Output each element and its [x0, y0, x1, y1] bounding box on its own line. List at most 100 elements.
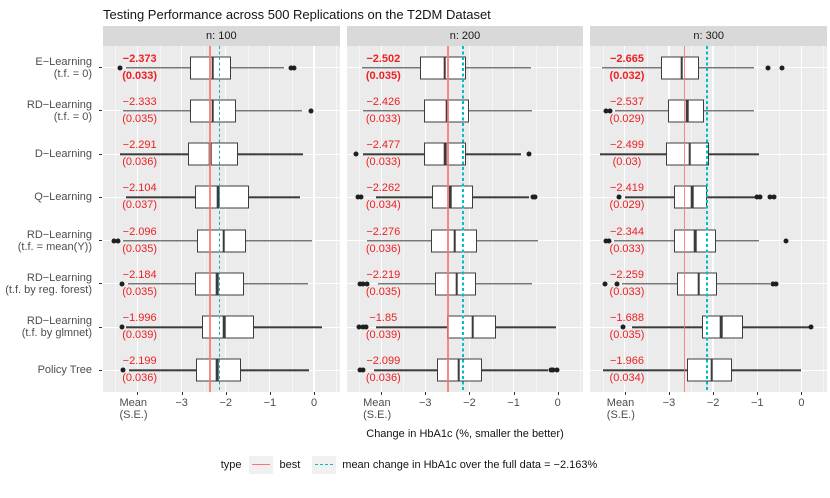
- x-axis-tick-label: −1: [750, 397, 764, 409]
- mean-se-label: −2.333 (0.035): [122, 96, 157, 125]
- minor-gridline: [579, 46, 581, 392]
- legend-title: type: [220, 459, 242, 471]
- mean-value: −2.419: [610, 182, 644, 195]
- se-value: (0.035): [122, 242, 158, 255]
- minor-gridline: [691, 46, 693, 392]
- x-axis-tick-label: −2: [219, 397, 233, 409]
- minor-gridline: [159, 46, 161, 392]
- se-value: (0.036): [365, 242, 401, 255]
- x-axis-ticks: Mean (S.E.) −3 −2 −1 0: [347, 392, 584, 421]
- x-axis-tick-label: 0: [798, 397, 805, 409]
- minor-gridline: [735, 46, 737, 392]
- y-axis-tick: [99, 283, 102, 285]
- x-axis-mean-tick-line: (S.E.): [606, 409, 635, 421]
- outlier-dot: [288, 65, 294, 71]
- x-axis-mean-tick-line: (S.E.): [363, 409, 392, 421]
- facet: n: 300 −2.665 (0.032) −2.537 (0.029) −2.499 (0…: [590, 26, 828, 421]
- major-gridline: [624, 46, 626, 392]
- x-axis-title: Change in HbA1c (%, smaller the better): [366, 428, 564, 440]
- boxplot-median: [688, 142, 691, 166]
- boxplot-box: [196, 229, 247, 253]
- y-axis-tick: [99, 326, 102, 328]
- facet-strip: n: 200: [346, 26, 584, 46]
- y-axis-label: Q−Learning: [34, 191, 92, 203]
- x-axis-ticks: Mean (S.E.) −3 −2 −1 0: [103, 392, 340, 421]
- boxplot-box: [432, 185, 473, 209]
- boxplot-median: [457, 358, 461, 382]
- se-value: (0.029): [609, 199, 645, 212]
- mean-value: −2.219: [366, 268, 401, 281]
- boxplot-median: [694, 229, 697, 253]
- outlier-dot: [353, 151, 358, 157]
- boxplot-box: [665, 142, 709, 166]
- y-axis-tick: [99, 240, 102, 242]
- outlier-dot: [357, 281, 363, 287]
- y-axis-label: RD−Learning (t.f. by reg. forest): [5, 272, 92, 296]
- boxplot-median: [471, 315, 474, 339]
- outlier-dot: [363, 324, 369, 330]
- x-axis-tick-label: −1: [263, 397, 277, 409]
- boxplot-box: [201, 315, 255, 339]
- x-axis-tickmark: [314, 392, 316, 395]
- boxplot-median: [710, 358, 714, 382]
- se-value: (0.033): [122, 69, 158, 82]
- mean-value: −2.499: [610, 139, 644, 152]
- y-axis-label-line: Q−Learning: [34, 191, 92, 204]
- se-value: (0.032): [609, 69, 645, 82]
- y-axis-label-line: (t.f. = mean(Y)): [17, 240, 92, 253]
- x-axis-tickmark: [381, 392, 383, 395]
- boxplot-box: [194, 185, 250, 209]
- mean-value: −2.344: [610, 225, 644, 238]
- minor-gridline: [336, 46, 338, 392]
- outlier-dot: [355, 194, 361, 200]
- outlier-dot: [360, 324, 366, 330]
- outlier-dot: [765, 65, 771, 71]
- x-axis-tickmark: [624, 392, 626, 395]
- y-axis-label-line: Policy Tree: [37, 364, 92, 377]
- facet-strip: n: 300: [590, 26, 828, 46]
- outlier-dot: [291, 65, 297, 71]
- y-axis-label-line: (t.f. by reg. forest): [5, 283, 92, 296]
- mean-se-label: −1.966 (0.034): [610, 356, 645, 384]
- best-line: [683, 46, 686, 392]
- boxplot-box: [434, 272, 476, 296]
- minor-gridline: [646, 46, 648, 392]
- facet-strip-label: n: 200: [449, 30, 481, 42]
- facet: n: 200 −2.502 (0.035) −2.426 (0.033) −2.477 (0…: [346, 26, 584, 421]
- outlier-dot: [616, 194, 622, 200]
- se-value: (0.03): [612, 156, 642, 169]
- major-gridline: [180, 46, 183, 392]
- best-line: [447, 46, 449, 392]
- outlier-dot: [115, 238, 121, 244]
- outlier-dot: [364, 281, 370, 287]
- minor-gridline: [291, 46, 293, 392]
- x-axis-ticks: Mean (S.E.) −3 −2 −1 0: [590, 392, 827, 421]
- outlier-dot: [603, 108, 609, 114]
- se-value: (0.039): [365, 329, 401, 342]
- boxplot-median: [216, 185, 220, 209]
- major-gridline: [800, 46, 802, 392]
- mean-value: −1.966: [610, 355, 644, 368]
- mean-se-label: −2.219 (0.035): [366, 268, 401, 298]
- outlier-dot: [607, 108, 613, 114]
- legend-key: [249, 456, 274, 474]
- major-gridline: [756, 46, 758, 392]
- boxplot-median: [216, 358, 219, 382]
- x-axis-tickmark: [668, 392, 670, 395]
- major-gridline: [468, 46, 470, 392]
- x-axis-tick-label: −3: [662, 397, 676, 409]
- mean-se-label: −2.096 (0.035): [122, 226, 158, 255]
- mean-se-label: −2.104 (0.037): [122, 183, 157, 211]
- major-gridline: [512, 46, 515, 392]
- outlier-dot: [767, 194, 773, 200]
- outlier-dot: [530, 194, 536, 200]
- outlier-dot: [120, 367, 126, 373]
- minor-gridline: [359, 46, 361, 392]
- mean-se-label: −2.502 (0.035): [366, 53, 401, 82]
- se-value: (0.033): [609, 242, 645, 255]
- outlier-dot: [117, 65, 123, 71]
- facet-strip-label: n: 100: [206, 30, 237, 42]
- se-value: (0.036): [365, 372, 401, 385]
- boxplot-median: [216, 272, 219, 296]
- mean-se-label: −2.426 (0.033): [366, 96, 401, 125]
